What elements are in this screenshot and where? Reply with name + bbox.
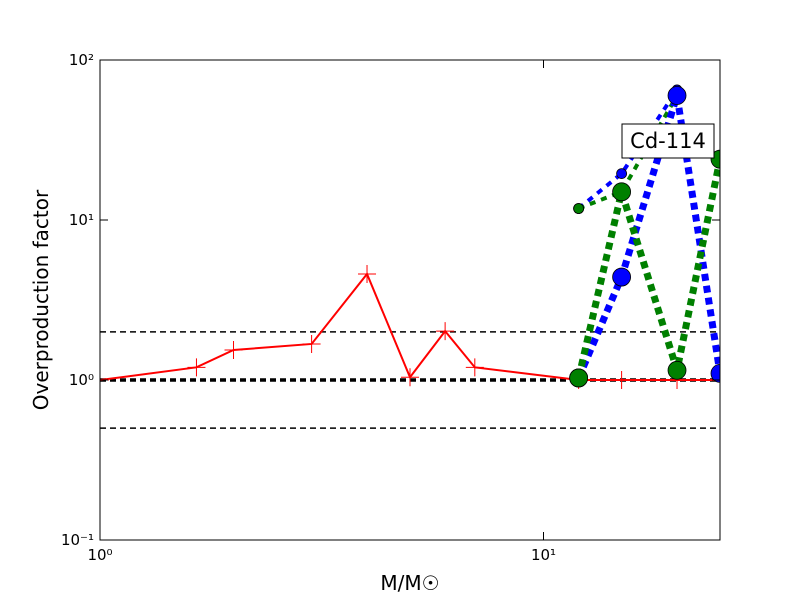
y-tick-label: 10² bbox=[69, 51, 94, 69]
y-tick-label: 10⁻¹ bbox=[61, 531, 94, 549]
axes-frame bbox=[99, 59, 721, 541]
marker bbox=[302, 334, 321, 353]
annotation-text: Cd-114 bbox=[630, 129, 706, 153]
marker bbox=[401, 368, 419, 387]
marker bbox=[612, 182, 632, 202]
annotation-box bbox=[621, 123, 715, 159]
marker bbox=[710, 363, 720, 383]
annotation: Cd-114 bbox=[621, 123, 715, 159]
marker bbox=[358, 264, 377, 283]
series-line bbox=[100, 272, 720, 381]
y-axis-label: Overproduction factor bbox=[29, 189, 53, 410]
y-tick-label: 10⁰ bbox=[69, 371, 94, 389]
marker bbox=[569, 368, 589, 388]
marker bbox=[465, 358, 484, 377]
x-tick-label: 10⁰ bbox=[87, 546, 112, 564]
marker bbox=[436, 322, 455, 341]
marker bbox=[667, 360, 687, 380]
marker bbox=[612, 371, 631, 389]
series-line bbox=[577, 88, 679, 211]
marker bbox=[616, 168, 628, 179]
x-tick-label: 10¹ bbox=[531, 546, 556, 564]
marker bbox=[573, 203, 585, 214]
marker bbox=[187, 358, 206, 377]
marker bbox=[667, 86, 687, 105]
y-tick-label: 10¹ bbox=[69, 211, 94, 229]
series-line bbox=[575, 94, 720, 380]
marker bbox=[224, 340, 243, 359]
x-axis-label: M/M☉ bbox=[380, 571, 439, 595]
series-line bbox=[575, 158, 720, 379]
marker bbox=[612, 267, 632, 287]
